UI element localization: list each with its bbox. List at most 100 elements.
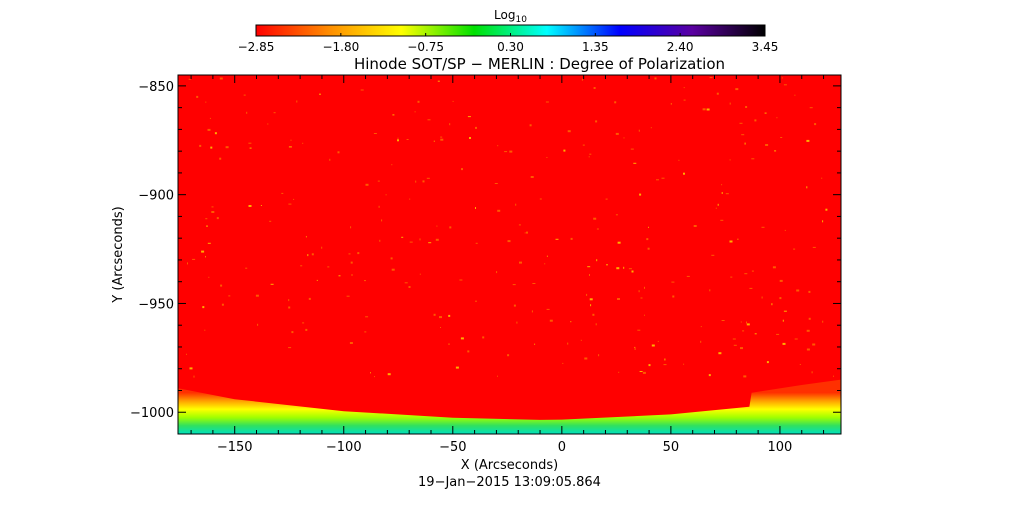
- speckle: [730, 276, 733, 278]
- speckle: [634, 348, 636, 350]
- speckle: [780, 137, 783, 138]
- speckle: [545, 101, 549, 103]
- speckle: [742, 330, 745, 332]
- speckle: [651, 344, 655, 347]
- speckle: [288, 299, 290, 302]
- speckle: [640, 297, 643, 299]
- x-axis: −150 −100 −50 0 50 100: [190, 75, 825, 455]
- speckle: [720, 219, 724, 221]
- speckle: [771, 303, 773, 306]
- speckle: [589, 274, 590, 276]
- speckle: [779, 297, 782, 300]
- speckle: [364, 280, 366, 282]
- speckle: [749, 287, 753, 289]
- speckle: [761, 226, 765, 228]
- speckle: [782, 319, 784, 322]
- speckle: [346, 295, 350, 297]
- speckle: [683, 172, 685, 175]
- speckle: [307, 254, 309, 257]
- speckle: [248, 205, 252, 207]
- colorbar-tick-label: −0.75: [407, 40, 444, 54]
- speckle: [670, 103, 672, 105]
- speckle: [740, 321, 742, 323]
- heatmap-image: [178, 75, 841, 434]
- speckle: [530, 176, 534, 178]
- speckle: [822, 220, 824, 223]
- speckle: [390, 257, 393, 260]
- speckle: [211, 206, 214, 208]
- speckle: [833, 375, 834, 377]
- colorbar-tick-label: −2.85: [238, 40, 275, 54]
- speckle: [288, 347, 292, 349]
- x-tick-label: −150: [217, 440, 253, 455]
- x-tick-label: 50: [663, 440, 680, 455]
- speckle: [616, 267, 620, 270]
- y-tick-label: −950: [138, 297, 174, 312]
- speckle: [288, 146, 292, 148]
- speckle: [637, 329, 641, 331]
- speckle: [592, 313, 595, 316]
- speckle: [811, 371, 813, 374]
- speckle: [417, 100, 420, 103]
- colorbar-tick-label: −1.80: [322, 40, 359, 54]
- x-tick-label: 0: [558, 440, 566, 455]
- speckle: [220, 284, 223, 287]
- speckle: [291, 331, 294, 334]
- speckle: [409, 198, 411, 200]
- speckle: [549, 319, 553, 322]
- speckle: [582, 144, 585, 146]
- speckle: [439, 316, 442, 319]
- speckle: [776, 117, 778, 119]
- speckle: [288, 203, 292, 205]
- speckle: [281, 192, 284, 194]
- colorbar-tick-label: 0.30: [497, 40, 524, 54]
- speckle: [754, 333, 757, 335]
- speckle: [683, 87, 685, 89]
- speckle: [348, 253, 351, 255]
- speckle: [743, 375, 747, 378]
- speckle: [772, 266, 776, 269]
- speckle: [808, 317, 811, 320]
- heatmap-background: [178, 75, 841, 434]
- speckle: [709, 77, 713, 79]
- speckle: [732, 338, 736, 340]
- speckle: [717, 203, 719, 206]
- speckle: [391, 268, 395, 271]
- speckle: [590, 304, 592, 307]
- speckle: [452, 100, 454, 102]
- speckle: [589, 153, 592, 155]
- speckle: [638, 129, 640, 132]
- speckle: [657, 340, 659, 342]
- speckle: [806, 139, 810, 142]
- speckle: [761, 296, 763, 299]
- speckle: [302, 322, 305, 324]
- speckle: [751, 270, 754, 272]
- speckle: [618, 371, 620, 373]
- speckle: [512, 284, 516, 286]
- speckle: [718, 352, 722, 355]
- speckle: [595, 120, 598, 123]
- speckle: [647, 247, 650, 250]
- speckle: [615, 214, 618, 216]
- speckle: [642, 371, 646, 374]
- speckle: [504, 151, 508, 153]
- speckle: [630, 148, 634, 150]
- speckle: [781, 77, 783, 79]
- speckle: [740, 347, 743, 350]
- colorbar-label: Log10: [494, 8, 527, 25]
- speckle: [426, 177, 430, 179]
- speckle: [716, 92, 719, 95]
- speckle: [822, 320, 824, 323]
- speckle: [595, 323, 597, 326]
- speckle: [305, 328, 308, 331]
- speckle: [497, 375, 498, 377]
- speckle: [646, 238, 649, 241]
- speckle: [598, 354, 600, 357]
- speckle: [270, 283, 274, 285]
- x-tick-label: −50: [439, 440, 466, 455]
- speckle: [338, 275, 341, 277]
- speckle: [751, 158, 755, 160]
- speckle: [623, 266, 625, 269]
- x-tick-label: −100: [326, 440, 362, 455]
- speckle: [806, 329, 810, 332]
